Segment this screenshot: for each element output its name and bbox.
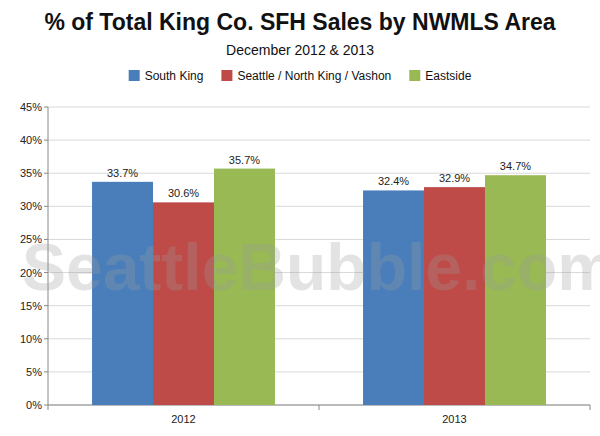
tick-mark: [44, 305, 48, 306]
tick-label: 40%: [20, 134, 42, 146]
tick-mark: [44, 107, 48, 108]
legend-label: Seattle / North King / Vashon: [237, 69, 391, 83]
tick-label: 10%: [20, 333, 42, 345]
legend-swatch: [221, 70, 232, 81]
legend-swatch: [409, 70, 420, 81]
watermark: SeattleBubble.com: [22, 230, 600, 304]
data-label: 32.4%: [378, 175, 409, 187]
tick-mark: [44, 206, 48, 207]
data-label: 34.7%: [500, 160, 531, 172]
category-label: 2013: [442, 413, 466, 425]
tick-mark: [44, 405, 48, 406]
grid-line: [48, 107, 590, 108]
tick-label: 45%: [20, 101, 42, 113]
title: % of Total King Co. SFH Sales by NWMLS A…: [44, 9, 555, 35]
tick-label: 0%: [26, 399, 42, 411]
category-label: 2012: [171, 413, 195, 425]
tick-label: 30%: [20, 200, 42, 212]
legend-swatch: [129, 70, 140, 81]
grid-line: [48, 140, 590, 141]
legend-label: South King: [145, 69, 204, 83]
tick-mark: [44, 173, 48, 174]
background: [0, 0, 600, 436]
tick-mark: [44, 338, 48, 339]
x-tick: [48, 405, 49, 410]
tick-mark: [44, 140, 48, 141]
tick-mark: [44, 371, 48, 372]
x-tick: [590, 405, 591, 410]
data-label: 32.9%: [439, 172, 470, 184]
data-label: 35.7%: [229, 154, 260, 166]
chart: % of Total King Co. SFH Sales by NWMLS A…: [0, 0, 600, 436]
legend: South King Seattle / North King / Vashon E…: [129, 69, 472, 83]
legend-label: Eastside: [425, 69, 471, 83]
data-labels: 33.7% 32.4% 30.6% 32.9% 35.7% 34.7%: [107, 154, 531, 200]
subtitle: December 2012 & 2013: [226, 42, 374, 58]
x-tick: [319, 405, 320, 410]
tick-label: 35%: [20, 167, 42, 179]
tick-label: 5%: [26, 366, 42, 378]
page: {"chart_data": { "type": "bar", "title":…: [0, 0, 600, 436]
data-label: 33.7%: [107, 167, 138, 179]
data-label: 30.6%: [168, 187, 199, 199]
